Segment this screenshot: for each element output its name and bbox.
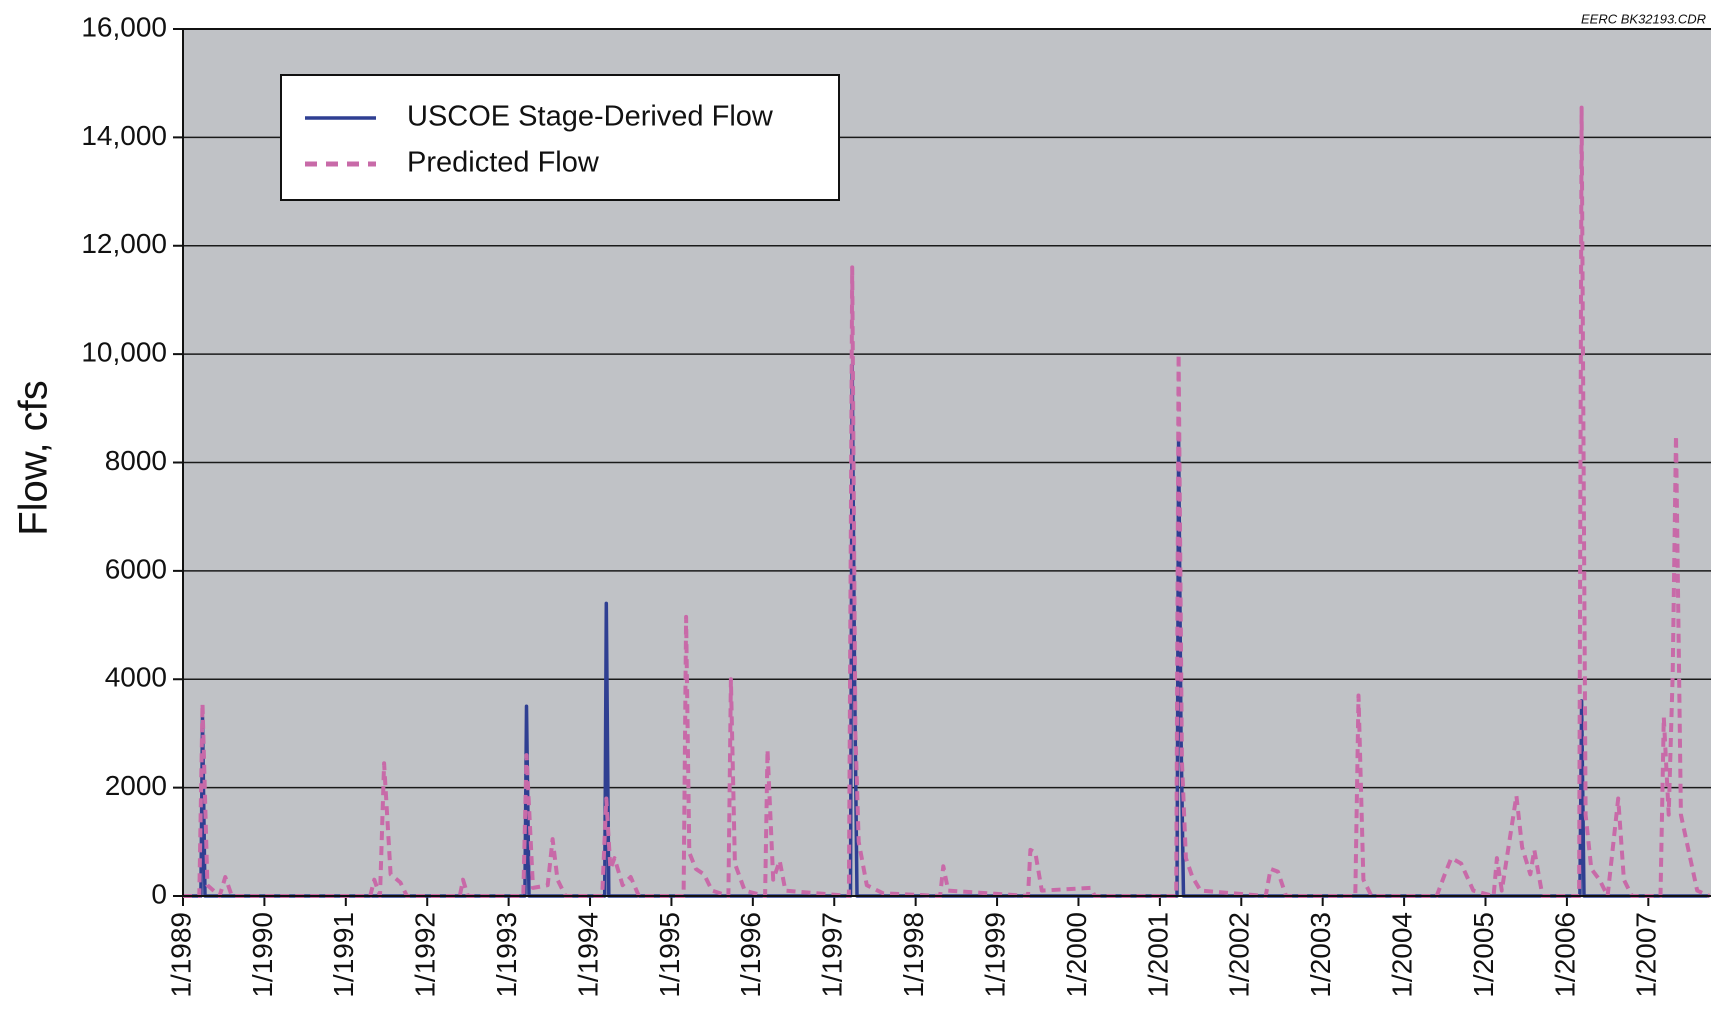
x-tick-label: 1/1994 — [572, 912, 603, 998]
x-tick-label: 1/1989 — [165, 912, 196, 998]
legend-label: Predicted Flow — [407, 147, 600, 179]
y-tick-label: 10,000 — [81, 337, 167, 368]
y-tick-label: 0 — [151, 878, 167, 909]
note: EERC BK32193.CDR — [1581, 11, 1706, 26]
x-tick-label: 1/1996 — [735, 912, 766, 998]
y-tick-label: 14,000 — [81, 120, 167, 151]
x-tick-label: 1/1997 — [817, 912, 848, 998]
legend: USCOE Stage-Derived Flow Predicted Flow — [280, 74, 840, 201]
y-tick-label: 2000 — [105, 770, 167, 801]
x-tick-label: 1/2005 — [1468, 912, 1499, 998]
x-tick-label: 1/1998 — [898, 912, 929, 998]
x-tick-label: 1/1990 — [247, 912, 278, 998]
x-tick-label: 1/2002 — [1224, 912, 1255, 998]
x-tick-label: 1/2001 — [1142, 912, 1173, 998]
x-tick-label: 1/2006 — [1549, 912, 1580, 998]
y-axis-label: Flow, cfs — [12, 380, 56, 536]
y-tick-label: 8000 — [105, 445, 167, 476]
x-tick-label: 1/1991 — [328, 912, 359, 998]
y-tick-label: 12,000 — [81, 228, 167, 259]
y-tick-label: 16,000 — [81, 11, 167, 42]
x-tick-label: 1/1999 — [979, 912, 1010, 998]
x-tick-label: 1/2000 — [1061, 912, 1092, 998]
x-tick-label: 1/1992 — [410, 912, 441, 998]
x-tick-label: 1/2004 — [1386, 912, 1417, 998]
x-tick-label: 1/2007 — [1631, 912, 1662, 998]
legend-label: USCOE Stage-Derived Flow — [407, 101, 774, 133]
legend-box — [280, 74, 840, 201]
y-tick-label: 6000 — [105, 553, 167, 584]
x-tick-label: 1/2003 — [1305, 912, 1336, 998]
x-tick-label: 1/1993 — [491, 912, 522, 998]
x-tick-label: 1/1995 — [654, 912, 685, 998]
y-tick-label: 4000 — [105, 662, 167, 693]
